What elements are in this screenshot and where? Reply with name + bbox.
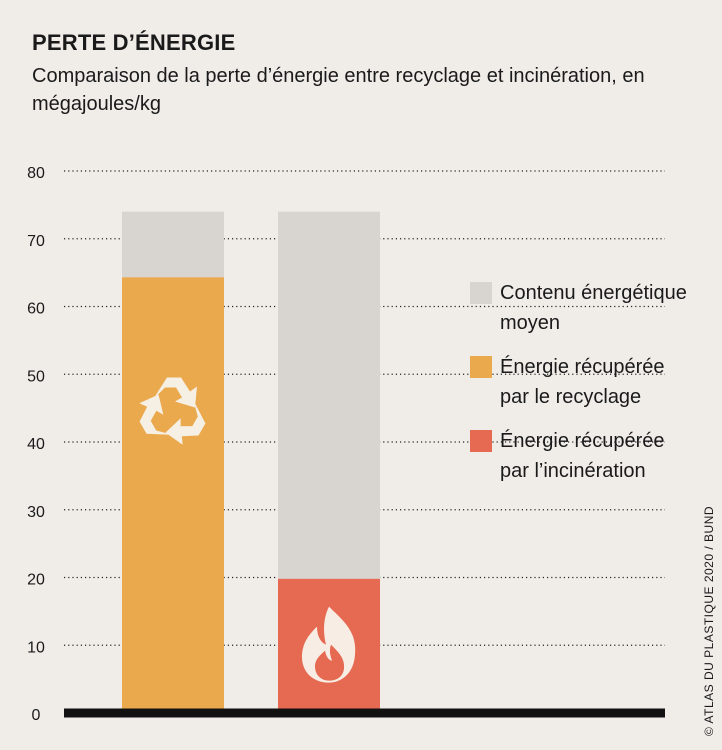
legend: Contenu énergétique moyen Énergie récupé…: [470, 278, 700, 486]
legend-swatch-orange: [470, 356, 492, 378]
source-credit: © ATLAS DU PLASTIQUE 2020 / BUND: [702, 505, 716, 736]
y-axis-ticks: 0 10 20 30 40 50 60 70 80: [27, 165, 45, 724]
legend-swatch-red: [470, 430, 492, 452]
y-tick-label: 30: [27, 504, 45, 521]
gridlines: [64, 170, 665, 646]
recycle-icon: [139, 377, 206, 445]
y-tick-label: 80: [27, 165, 45, 182]
chart-subtitle: Comparaison de la perte d’énergie entre …: [32, 65, 645, 115]
y-tick-label: 10: [27, 639, 45, 656]
legend-item-average-content: Contenu énergétique moyen: [470, 278, 700, 338]
bars: [122, 211, 380, 713]
chart-title: PERTE D’ÉNERGIE: [32, 30, 236, 55]
legend-swatch-grey: [470, 282, 492, 304]
y-tick-label: 20: [27, 572, 45, 589]
y-tick-label: 40: [27, 436, 45, 453]
y-tick-label: 70: [27, 233, 45, 250]
legend-item-recycling: Énergie récupérée par le recyclage: [470, 352, 700, 412]
flame-icon: [301, 606, 356, 683]
bar-recovered: [122, 277, 224, 713]
legend-label: Énergie récupérée par le recyclage: [500, 356, 665, 408]
y-tick-label: 50: [27, 368, 45, 385]
legend-label: Énergie récupérée par l’incinération: [500, 430, 665, 482]
legend-label: Contenu énergétique moyen: [500, 282, 687, 334]
y-tick-label: 0: [32, 707, 41, 724]
y-tick-label: 60: [27, 301, 45, 318]
legend-item-incineration: Énergie récupérée par l’incinération: [470, 426, 700, 486]
